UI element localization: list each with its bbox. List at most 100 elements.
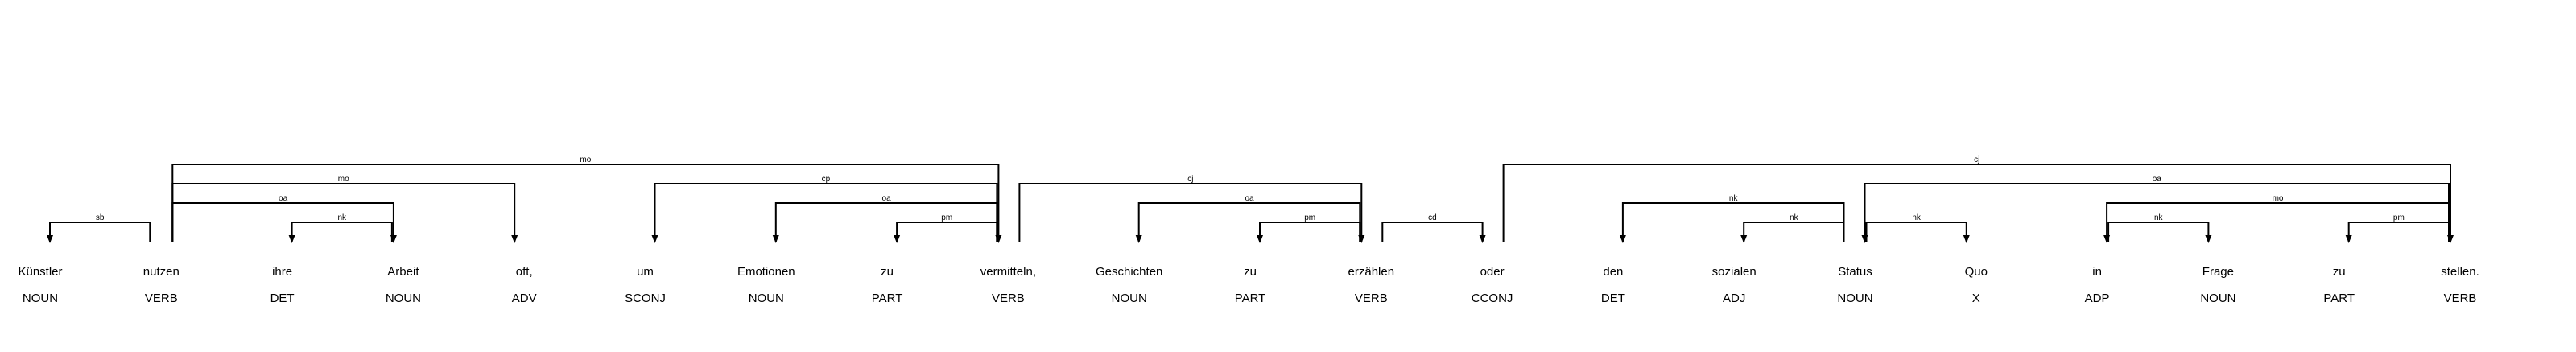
arrowhead xyxy=(390,235,397,243)
arrowhead xyxy=(288,235,295,243)
dependency-arc: oa xyxy=(1861,175,2450,243)
token-word: Emotionen xyxy=(737,265,795,279)
token-word: in xyxy=(2092,265,2102,279)
token-word: oft, xyxy=(516,265,533,279)
arc-label: mo xyxy=(580,155,591,164)
arrowhead xyxy=(1257,235,1263,243)
token-word: vermitteln, xyxy=(980,265,1036,279)
arc-label: cp xyxy=(822,175,831,184)
tokens-layer: Künstler NOUN nutzen VERB ihre DET Arbeit NOUN o… xyxy=(18,265,2479,305)
dependency-arc: nk xyxy=(1865,213,1970,243)
arrowhead xyxy=(651,235,658,243)
arrowhead xyxy=(2103,235,2111,243)
token-pos-tag: VERB xyxy=(2444,292,2477,305)
arc-line xyxy=(2347,222,2450,242)
token-pos-tag: PART xyxy=(872,292,903,305)
arc-label: oa xyxy=(1245,194,1254,203)
arc-label: oa xyxy=(882,194,892,203)
arrowhead xyxy=(1358,235,1365,243)
arrowhead xyxy=(1740,235,1748,243)
token-pos-tag: VERB xyxy=(1355,292,1388,305)
arc-line xyxy=(1865,222,1967,242)
arc-label: oa xyxy=(279,194,288,203)
arc-label: sb xyxy=(96,213,105,222)
arc-line xyxy=(1864,183,2450,242)
arrowhead xyxy=(1861,235,1868,243)
arc-line xyxy=(2107,222,2210,242)
arc-label: nk xyxy=(337,213,347,222)
token-pos-tag: CCONJ xyxy=(1472,292,1513,305)
dependency-arc: nk xyxy=(288,213,393,243)
token-pos-tag: ADP xyxy=(2085,292,2110,305)
arc-line xyxy=(896,222,998,242)
arrowhead xyxy=(1479,235,1486,243)
arrowhead xyxy=(1135,235,1142,243)
arc-label: cd xyxy=(1428,213,1437,222)
dependency-arc: cp xyxy=(651,175,998,243)
token-pos-tag: NOUN xyxy=(2200,292,2235,305)
token-word: oder xyxy=(1480,265,1505,279)
token-word: ihre xyxy=(272,265,292,279)
arc-line xyxy=(654,183,998,242)
dependency-arc: oa xyxy=(171,194,397,243)
dependency-arc: pm xyxy=(894,213,998,243)
token-word: zu xyxy=(1244,265,1257,279)
token-pos-tag: NOUN xyxy=(23,292,58,305)
token-pos-tag: VERB xyxy=(145,292,178,305)
token-word: erzählen xyxy=(1348,265,1395,279)
arc-label: oa xyxy=(2153,175,2162,184)
token-word: den xyxy=(1603,265,1623,279)
token-pos-tag: ADV xyxy=(512,292,537,305)
arc-label: nk xyxy=(2154,213,2164,222)
arc-line xyxy=(1259,222,1361,242)
dependency-arc: nk xyxy=(1740,213,1845,243)
token-word: Quo xyxy=(1965,265,1988,279)
dependency-arc: cd xyxy=(1381,213,1486,243)
dependency-arc: cj xyxy=(1502,155,2454,243)
token-pos-tag: X xyxy=(1972,292,1980,305)
token-pos-tag: ADJ xyxy=(1723,292,1745,305)
arcs-layer: sb nk pm pm cd nk nk nk pm oa oa oa nk mo cp cj mo oa mo cj xyxy=(47,155,2454,243)
token-word: Arbeit xyxy=(387,265,419,279)
arc-label: cj xyxy=(1974,155,1979,164)
arc-label: pm xyxy=(941,213,952,222)
token-word: nutzen xyxy=(143,265,180,279)
token-word: stellen. xyxy=(2441,265,2479,279)
arc-label: nk xyxy=(1729,194,1739,203)
arrowhead xyxy=(47,235,53,243)
token-word: Künstler xyxy=(18,265,62,279)
token-pos-tag: DET xyxy=(270,292,295,305)
arc-line xyxy=(171,183,516,242)
arc-line xyxy=(1137,202,1361,242)
token-pos-tag: NOUN xyxy=(749,292,784,305)
arc-label: pm xyxy=(2393,213,2405,222)
token-pos-tag: NOUN xyxy=(1112,292,1147,305)
arrowhead xyxy=(2205,235,2212,243)
token-word: Geschichten xyxy=(1096,265,1162,279)
arrowhead xyxy=(2447,235,2454,243)
token-word: um xyxy=(637,265,654,279)
arc-line xyxy=(171,164,1000,242)
token-pos-tag: NOUN xyxy=(1837,292,1872,305)
arc-label: nk xyxy=(1790,213,1799,222)
token-word: zu xyxy=(2333,265,2346,279)
dependency-arc: oa xyxy=(772,194,998,243)
arrowhead xyxy=(2345,235,2352,243)
arc-line xyxy=(291,222,393,242)
dependency-arc: oa xyxy=(1135,194,1361,243)
dependency-arc: nk xyxy=(1619,194,1845,243)
arc-line xyxy=(1381,222,1484,242)
token-word: Status xyxy=(1838,265,1872,279)
dependency-arc: nk xyxy=(2107,213,2212,243)
arrowhead xyxy=(511,235,518,243)
arc-label: mo xyxy=(2273,194,2284,203)
arrowhead xyxy=(995,235,1002,243)
token-word: Frage xyxy=(2202,265,2234,279)
arc-label: cj xyxy=(1187,175,1193,184)
token-pos-tag: NOUN xyxy=(386,292,421,305)
arc-label: pm xyxy=(1304,213,1315,222)
arc-label: mo xyxy=(338,175,349,184)
dependency-arc: pm xyxy=(2345,213,2450,243)
arc-line xyxy=(1621,202,1845,242)
arc-line xyxy=(1502,164,2451,242)
